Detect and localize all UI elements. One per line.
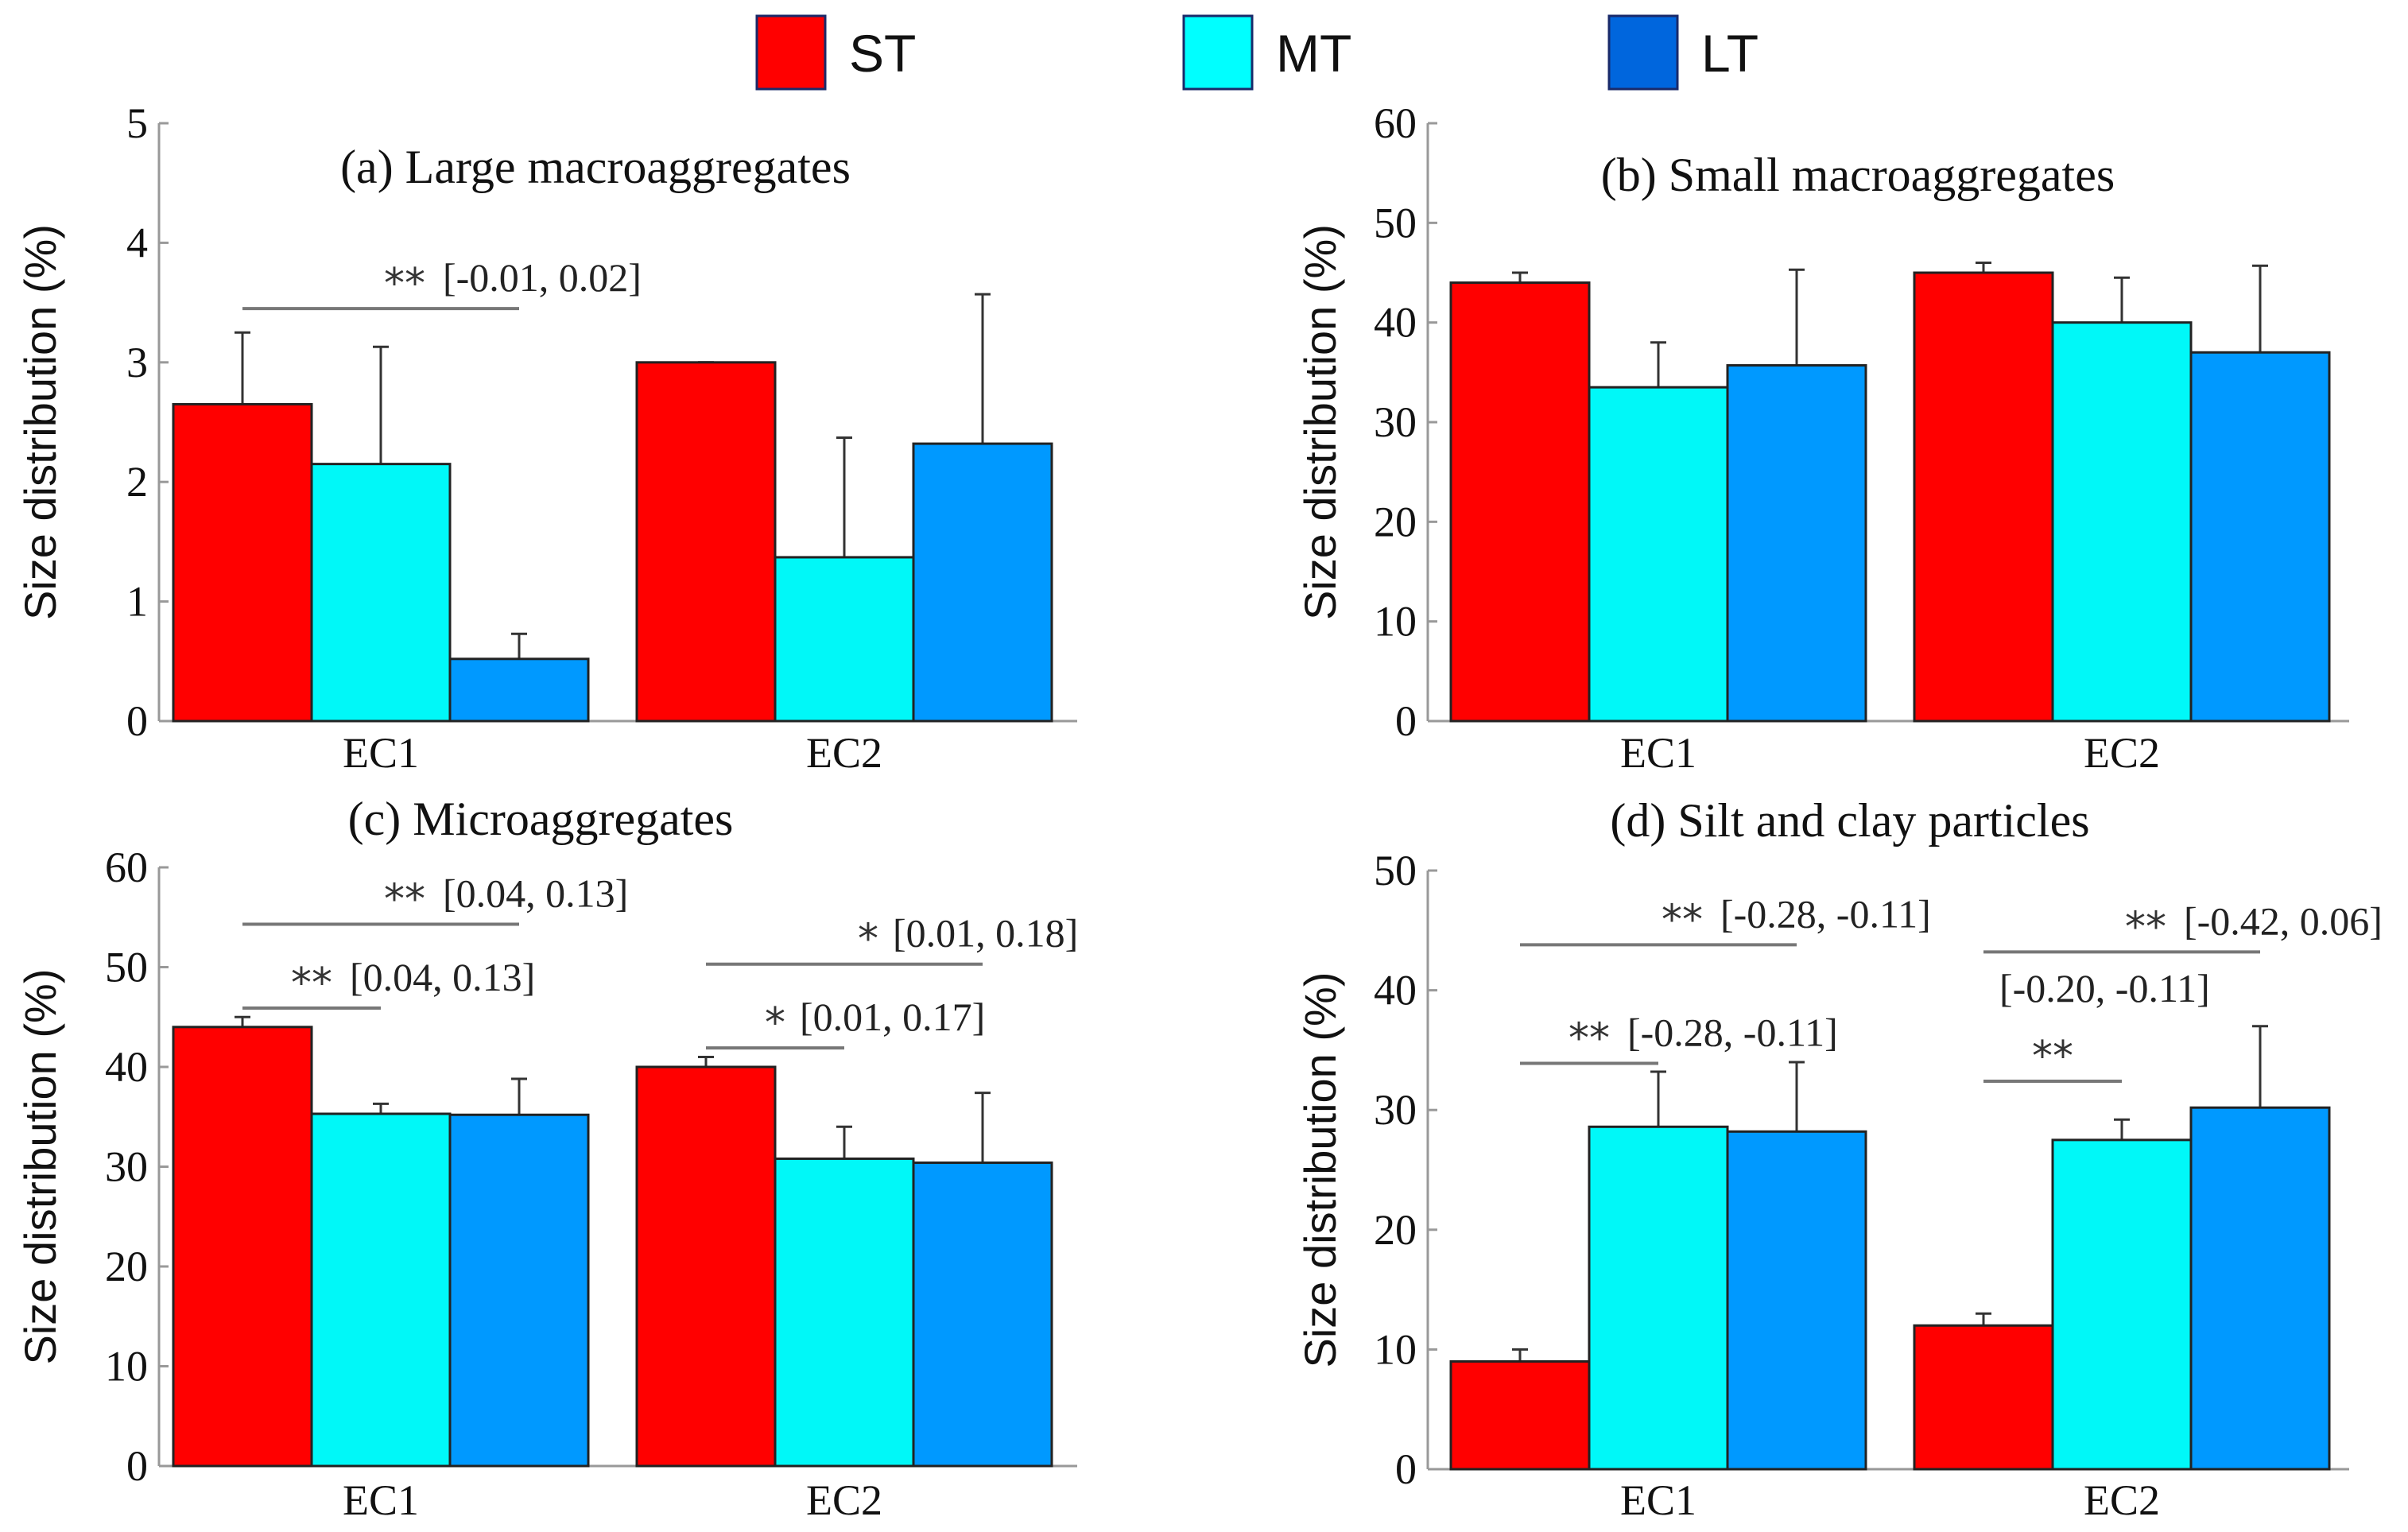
y-tick-label: 1 [126, 578, 148, 626]
chart-panel-c: 0 10 20 30 40 50 60 (c) Microaggregates Size dis… [15, 793, 1078, 1524]
y-tick-label: 50 [1374, 199, 1417, 246]
x-tick-label: EC1 [1620, 1476, 1696, 1524]
y-tick-label: 60 [1374, 99, 1417, 147]
bar-ec1-st [1449, 1359, 1591, 1471]
y-tick-label: 50 [105, 944, 148, 991]
confidence-interval-label: [0.04, 0.13] [443, 871, 628, 916]
x-tick-label: EC1 [1620, 729, 1696, 777]
significance-stars: ** [2125, 903, 2166, 951]
bar-ec1-lt [1726, 1130, 1867, 1471]
y-axis-label: Size distribution (%) [1295, 972, 1345, 1368]
x-tick-label: EC1 [343, 1476, 419, 1524]
significance-stars: * [765, 999, 785, 1047]
bar-ec2-lt [2189, 1106, 2331, 1471]
confidence-interval-label: [-0.20, -0.11] [1999, 966, 2210, 1010]
legend-label-st: ST [849, 24, 916, 83]
bar-ec1-st [1449, 281, 1591, 723]
y-tick-label: 5 [126, 99, 148, 147]
confidence-interval-label: [0.01, 0.18] [893, 911, 1078, 956]
y-axis-label: Size distribution (%) [1295, 224, 1345, 620]
legend-swatch-lt [1607, 14, 1679, 91]
chart-title: (d) Silt and clay particles [1610, 794, 2089, 847]
y-tick-label: 0 [126, 697, 148, 745]
y-tick-label: 20 [1374, 498, 1417, 545]
bar-ec2-st [635, 1065, 777, 1468]
y-tick-label: 20 [105, 1243, 148, 1290]
bar-ec2-mt [774, 556, 915, 723]
chart-title: (c) Microaggregates [348, 793, 734, 845]
significance-stars: ** [384, 260, 425, 308]
legend-label-lt: LT [1701, 24, 1758, 83]
y-tick-label: 10 [1374, 598, 1417, 646]
confidence-interval-label: [-0.42, 0.06] [2184, 898, 2383, 943]
chart-title: (a) Large macroaggregates [340, 141, 851, 193]
confidence-interval-label: [0.01, 0.17] [800, 995, 985, 1039]
significance-stars: ** [384, 876, 425, 924]
y-tick-label: 3 [126, 339, 148, 386]
bar-ec2-lt [912, 1161, 1053, 1468]
y-tick-label: 40 [1374, 967, 1417, 1014]
y-tick-label: 50 [1374, 847, 1417, 894]
legend-label-mt: MT [1276, 24, 1351, 83]
bar-ec1-st [172, 402, 313, 723]
x-tick-label: EC2 [806, 1476, 882, 1524]
y-axis-label: Size distribution (%) [15, 969, 65, 1365]
bar-ec2-st [1913, 271, 2054, 723]
legend-swatch-st [755, 14, 827, 91]
y-tick-label: 60 [105, 844, 148, 891]
bar-ec2-mt [774, 1157, 915, 1468]
confidence-interval-label: [-0.01, 0.02] [443, 255, 642, 300]
chart-title: (b) Small macroaggregates [1601, 149, 2115, 201]
significance-stars: ** [2032, 1033, 2073, 1080]
legend: ST MT LT [755, 14, 1758, 91]
y-tick-label: 4 [126, 219, 148, 266]
y-tick-label: 2 [126, 458, 148, 506]
x-tick-label: EC2 [2084, 729, 2160, 777]
y-tick-label: 30 [1374, 1086, 1417, 1134]
bar-ec1-lt [448, 657, 590, 723]
y-tick-label: 30 [1374, 398, 1417, 446]
chart-panel-a: 0 1 2 3 4 5 (a) Large macroaggregates Size dist… [15, 99, 1077, 777]
bar-ec1-mt [310, 463, 452, 723]
y-axis-label: Size distribution (%) [15, 224, 65, 620]
y-tick-label: 40 [1374, 299, 1417, 347]
bar-ec1-st [172, 1026, 313, 1468]
y-tick-label: 20 [1374, 1206, 1417, 1254]
bar-ec2-mt [2051, 321, 2193, 723]
significance-stars: ** [291, 960, 332, 1007]
bar-ec1-lt [448, 1113, 590, 1468]
y-tick-label: 30 [105, 1143, 148, 1191]
chart-panel-d: 0 10 20 30 40 50 (d) Silt and clay particles Si… [1295, 794, 2383, 1524]
confidence-interval-label: [-0.28, -0.11] [1627, 1010, 1838, 1054]
chart-panel-b: 0 10 20 30 40 50 60 (b) Small macroaggregates Si… [1295, 99, 2349, 777]
bar-ec2-st [1913, 1324, 2054, 1471]
y-tick-label: 10 [1374, 1325, 1417, 1373]
y-tick-label: 0 [1395, 697, 1417, 745]
bar-ec1-mt [1588, 386, 1729, 723]
confidence-interval-label: [-0.28, -0.11] [1720, 891, 1931, 936]
x-tick-label: EC2 [2084, 1476, 2160, 1524]
bar-ec2-lt [2189, 351, 2331, 723]
y-tick-label: 40 [105, 1043, 148, 1091]
significance-stars: ** [1568, 1014, 1610, 1062]
y-tick-label: 0 [1395, 1445, 1417, 1493]
legend-swatch-mt [1182, 14, 1254, 91]
significance-stars: ** [1662, 896, 1703, 944]
bar-ec1-mt [310, 1112, 452, 1468]
bar-ec1-lt [1726, 364, 1867, 723]
bar-ec2-lt [912, 442, 1053, 723]
bar-ec2-st [635, 361, 777, 723]
y-tick-label: 0 [126, 1442, 148, 1490]
y-tick-label: 10 [105, 1343, 148, 1390]
confidence-interval-label: [0.04, 0.13] [350, 955, 535, 999]
x-tick-label: EC2 [806, 729, 882, 777]
x-tick-label: EC1 [343, 729, 419, 777]
significance-stars: * [858, 916, 878, 964]
bar-ec1-mt [1588, 1125, 1729, 1471]
bar-ec2-mt [2051, 1138, 2193, 1471]
